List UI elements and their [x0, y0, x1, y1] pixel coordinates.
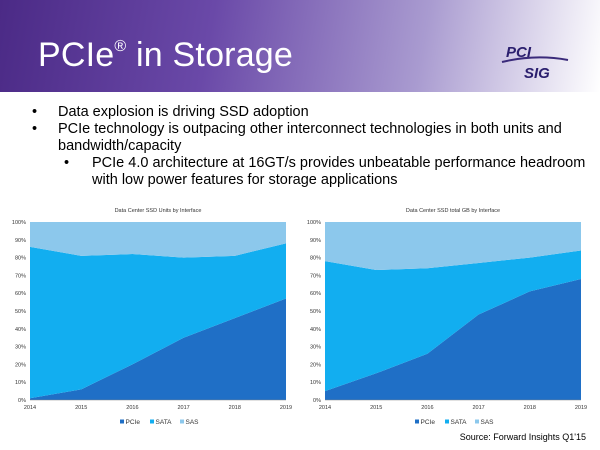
- units-area-sata: [30, 243, 286, 399]
- units-x-tick-label: 2019: [280, 405, 292, 411]
- gb-y-tick-label: 90%: [310, 238, 321, 244]
- units-legend-label-sata: SATA: [156, 419, 173, 426]
- logo-text-top: PCI: [506, 44, 532, 61]
- gb-area-pcie: [325, 278, 581, 400]
- gb-legend-label-sata: SATA: [451, 419, 468, 426]
- units-legend-swatch-pcie: [120, 419, 124, 424]
- units-y-tick-label: 80%: [15, 256, 26, 262]
- slide-title: PCIe® in Storage: [38, 36, 294, 74]
- gb-y-tick-label: 0%: [313, 398, 321, 404]
- units-legend-swatch-sata: [150, 419, 154, 424]
- logo-text-bottom: SIG: [524, 65, 550, 82]
- units-chart-svg: Data Center SSD Units by Interface 0% 10% 2…: [12, 208, 292, 426]
- units-chart-title: Data Center SSD Units by Interface: [115, 208, 202, 214]
- units-y-tick-label: 100%: [12, 220, 26, 226]
- registered-mark: ®: [114, 38, 127, 55]
- gb-y-tick-label: 10%: [310, 380, 321, 386]
- gb-x-tick-label: 2015: [370, 405, 382, 411]
- gb-y-tick-label: 30%: [310, 345, 321, 351]
- units-y-tick-label: 70%: [15, 273, 26, 279]
- gb-y-tick-label: 40%: [310, 327, 321, 333]
- units-y-tick-label: 90%: [15, 238, 26, 244]
- gb-x-tick-label: 2018: [524, 405, 536, 411]
- gb-legend-label-pcie: PCIe: [421, 419, 436, 426]
- units-x-tick-label: 2015: [75, 405, 87, 411]
- units-area-pcie: [30, 298, 286, 400]
- units-x-tick-label: 2018: [229, 405, 241, 411]
- gb-area-sas: [325, 222, 581, 271]
- gb-x-tick-label: 2016: [421, 405, 433, 411]
- gb-y-tick-label: 70%: [310, 273, 321, 279]
- gb-chart-title: Data Center SSD total GB by Interface: [406, 208, 500, 214]
- units-y-tick-label: 60%: [15, 291, 26, 297]
- gb-y-tick-label: 100%: [307, 220, 321, 226]
- units-y-tick-label: 10%: [15, 380, 26, 386]
- gb-legend-swatch-pcie: [415, 419, 419, 424]
- units-y-tick-label: 30%: [15, 345, 26, 351]
- units-x-tick-label: 2016: [126, 405, 138, 411]
- pci-sig-logo: PCI SIG: [501, 44, 569, 82]
- gb-y-tick-label: 20%: [310, 362, 321, 368]
- units-chart: Data Center SSD Units by Interface 0% 10% 2…: [2, 200, 292, 435]
- gb-legend-swatch-sas: [475, 419, 479, 424]
- units-legend-label-sas: SAS: [186, 419, 200, 426]
- sub-bullet-item: PCIe 4.0 architecture at 16GT/s provides…: [30, 155, 590, 189]
- units-y-tick-label: 0%: [18, 398, 26, 404]
- gb-legend-label-sas: SAS: [481, 419, 495, 426]
- bullet-item: PCIe technology is outpacing other inter…: [30, 121, 590, 155]
- units-area-sas: [30, 222, 286, 258]
- gb-chart-svg: Data Center SSD total GB by Interface 0% 1…: [307, 208, 587, 426]
- gb-x-tick-label: 2017: [472, 405, 484, 411]
- gb-y-tick-label: 60%: [310, 291, 321, 297]
- units-y-tick-label: 20%: [15, 362, 26, 368]
- bullet-item: Data explosion is driving SSD adoption: [30, 104, 590, 121]
- units-y-tick-label: 50%: [15, 309, 26, 315]
- units-y-tick-label: 40%: [15, 327, 26, 333]
- units-legend-label-pcie: PCIe: [126, 419, 141, 426]
- units-x-tick-label: 2017: [177, 405, 189, 411]
- gb-area-sata: [325, 250, 581, 392]
- slide-header: PCIe® in Storage PCI SIG: [0, 0, 600, 92]
- source-note: Source: Forward Insights Q1'15: [459, 432, 586, 442]
- units-legend-swatch-sas: [180, 419, 184, 424]
- gb-y-tick-label: 50%: [310, 309, 321, 315]
- gb-chart: Data Center SSD total GB by Interface 0% 1…: [297, 200, 587, 435]
- units-x-tick-label: 2014: [24, 405, 36, 411]
- gb-legend-swatch-sata: [445, 419, 449, 424]
- bullet-list: Data explosion is driving SSD adoption P…: [30, 104, 590, 189]
- gb-x-tick-label: 2014: [319, 405, 331, 411]
- gb-x-tick-label: 2019: [575, 405, 587, 411]
- gb-y-tick-label: 80%: [310, 256, 321, 262]
